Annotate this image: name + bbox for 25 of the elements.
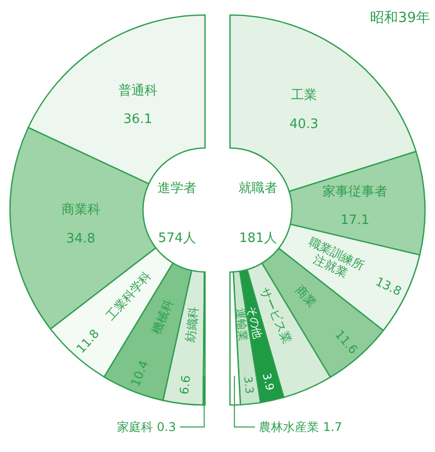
data-label: 13.8 xyxy=(373,274,404,299)
data-label: 6.6 xyxy=(177,374,194,396)
slice-label: 紡織科 xyxy=(183,306,202,343)
slice-label: 商業科 xyxy=(61,202,100,218)
data-label: 0.3 xyxy=(156,420,176,434)
slice-label: 商業 xyxy=(292,282,320,310)
slice-label: 普通科 xyxy=(118,82,158,99)
data-label: 1.7 xyxy=(323,420,342,434)
data-label: 40.3 xyxy=(289,116,318,132)
data-label: 17.1 xyxy=(340,213,370,228)
text: 181人 xyxy=(239,231,277,246)
data-label: 34.8 xyxy=(66,231,96,246)
text: 574人 xyxy=(158,231,196,246)
text: 就職者 xyxy=(238,181,278,196)
slice-label: 職業訓練所 注就業 xyxy=(306,234,367,280)
slice-label: 工業 xyxy=(290,88,317,104)
slice-label: 家事従事者 xyxy=(322,183,388,200)
text: 進学者 xyxy=(158,181,196,196)
data-label: 36.1 xyxy=(123,112,152,128)
slice-label: 農林水産業 xyxy=(259,420,319,434)
data-label: 10.4 xyxy=(128,358,152,388)
data-label: 3.9 xyxy=(260,372,276,392)
slice-label: 家庭科 xyxy=(117,420,153,434)
text: 昭和39年 xyxy=(370,10,430,26)
data-label: 3.3 xyxy=(241,376,256,394)
